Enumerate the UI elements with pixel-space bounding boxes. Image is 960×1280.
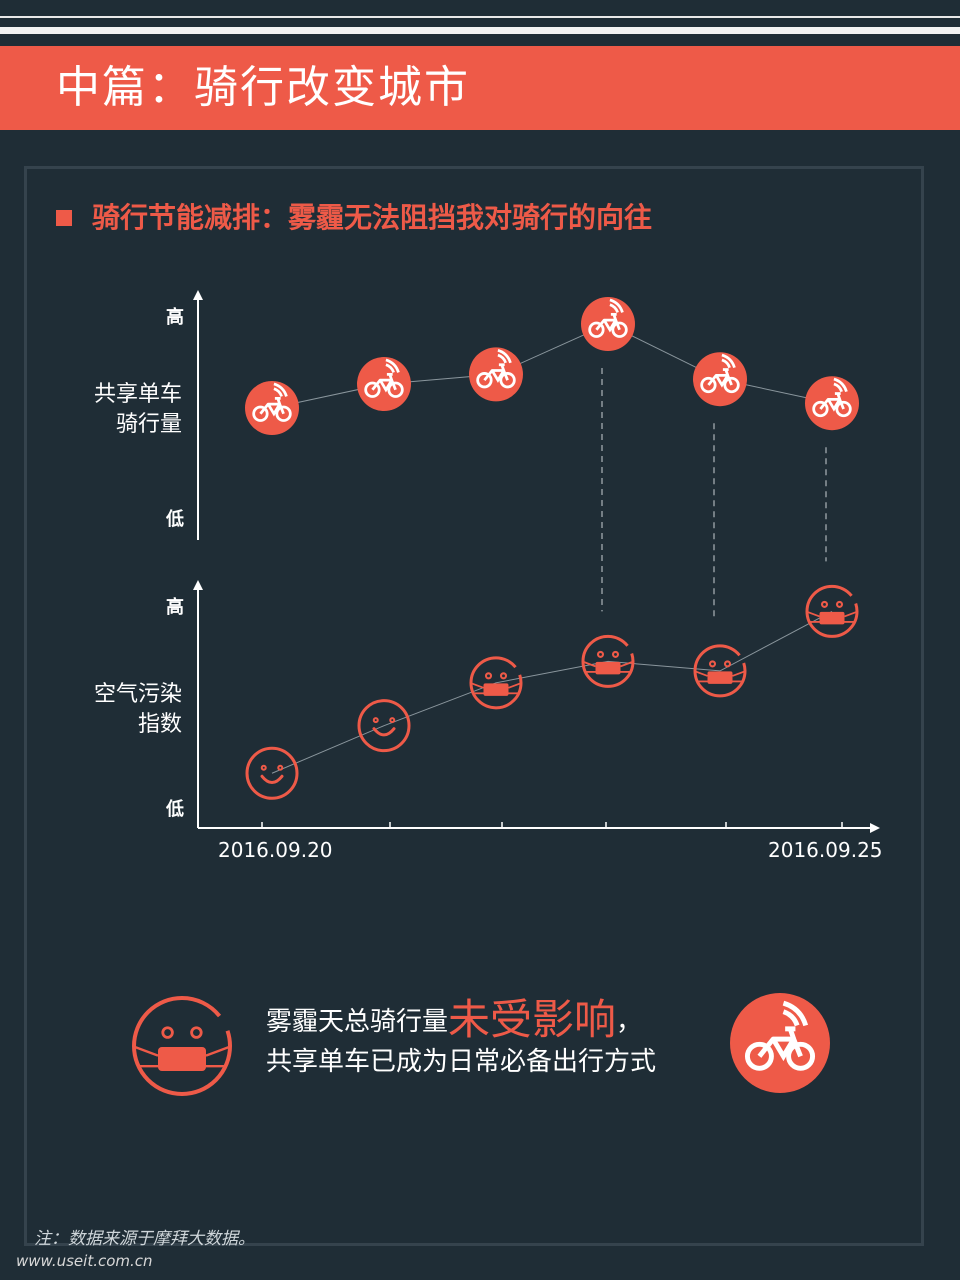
dashed-guides	[601, 368, 827, 621]
ytick-high-pollution: 高	[166, 597, 184, 618]
conclusion-bicycle-icon	[730, 993, 830, 1093]
conclusion-line-1: 雾霾天总骑行量未受影响，	[266, 999, 656, 1042]
series-lines	[271, 323, 833, 774]
conclusion-mask-face-icon	[132, 996, 232, 1096]
conclusion-emphasis: 未受影响	[448, 995, 617, 1044]
ylabel-pollution: 空气污染 指数	[93, 682, 182, 737]
ridership-point-bicycle-icon	[245, 381, 299, 435]
content-panel	[24, 166, 924, 1246]
pollution-point-smile-icon	[245, 746, 299, 800]
x-axis-arrow	[870, 823, 880, 833]
y-axis-arrow-ridership	[193, 290, 203, 300]
pollution-point-mask-face-icon	[693, 644, 747, 698]
pollution-line	[271, 610, 833, 774]
xtick-first: 2016.09.20	[218, 838, 333, 862]
y-axis-arrow-pollution	[193, 580, 203, 590]
conclusion-line-2: 共享单车已成为日常必备出行方式	[266, 1047, 657, 1077]
ridership-point-bicycle-icon	[357, 357, 411, 411]
series-markers	[245, 297, 859, 800]
conclusion-pre: 雾霾天总骑行量	[266, 1007, 449, 1037]
conclusion-icons	[132, 993, 830, 1096]
ridership-point-bicycle-icon	[805, 376, 859, 431]
xtick-last: 2016.09.25	[768, 838, 883, 862]
ylabel-ridership: 共享单车 骑行量	[93, 382, 182, 437]
footnote: 注：数据来源于摩拜大数据。	[34, 1229, 255, 1249]
ytick-low-ridership: 低	[166, 509, 184, 530]
ridership-point-bicycle-icon	[581, 297, 635, 351]
ytick-high-ridership: 高	[166, 307, 184, 328]
subtitle-bullet	[56, 210, 72, 226]
pollution-point-mask-face-icon	[469, 656, 523, 710]
chart-axes	[193, 290, 880, 833]
header-banner: 中篇：骑行改变城市	[0, 46, 960, 130]
pollution-point-mask-face-icon	[581, 634, 635, 688]
conclusion-post: ，	[616, 1007, 643, 1037]
pollution-point-smile-icon	[357, 699, 411, 753]
top-rule-thick	[0, 27, 960, 34]
ridership-point-bicycle-icon	[469, 347, 523, 402]
page-title: 中篇：骑行改变城市	[56, 62, 470, 113]
conclusion-text: 雾霾天总骑行量未受影响， 共享单车已成为日常必备出行方式	[266, 999, 657, 1082]
pollution-point-mask-face-icon	[805, 584, 859, 638]
watermark: www.useit.com.cn	[16, 1252, 153, 1270]
ytick-low-pollution: 低	[166, 799, 184, 820]
top-rule-thin	[0, 16, 960, 18]
ridership-line	[271, 323, 833, 409]
section-subtitle: 骑行节能减排：雾霾无法阻挡我对骑行的向往	[92, 201, 653, 234]
ridership-point-bicycle-icon	[693, 352, 747, 407]
